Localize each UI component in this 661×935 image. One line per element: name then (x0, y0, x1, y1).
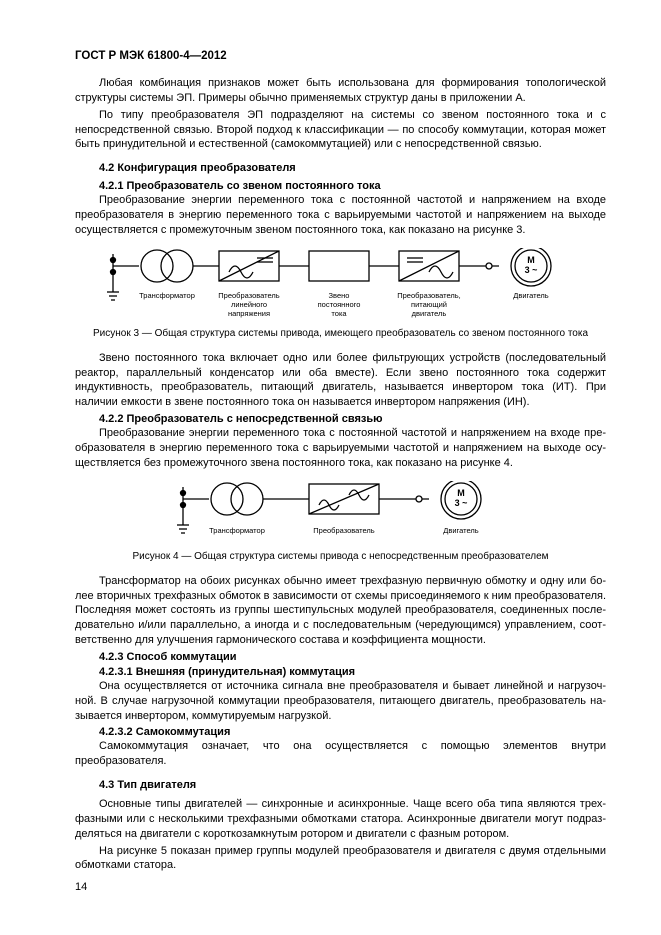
paragraph: На рисунке 5 показан пример группы модул… (75, 844, 606, 874)
figure-3-caption: Рисунок 3 — Общая структура системы прив… (75, 328, 606, 339)
paragraph: По типу преобразователя ЭП подразделяют … (75, 108, 606, 153)
paragraph: Трансформатор на обоих рисунках обычно и… (75, 574, 606, 648)
figure-3-diagram: М 3 ~ Трансформатор Преобразователь лине… (75, 248, 606, 320)
paragraph: Она осуществляется от источника сигнала … (75, 679, 606, 724)
page-number: 14 (75, 881, 606, 893)
figure-4-caption: Рисунок 4 — Общая структура системы прив… (75, 551, 606, 562)
paragraph: Звено постоянного тока включает одно или… (75, 351, 606, 410)
svg-text:тока: тока (331, 309, 347, 318)
figure-4-diagram: М 3 ~ Трансформатор Преобразователь Двиг… (75, 481, 606, 543)
svg-text:Трансформатор: Трансформатор (209, 526, 265, 535)
heading-4-2-2: 4.2.2 Преобразователь с непосредственной… (75, 413, 606, 425)
heading-4-2: 4.2 Конфигурация преобразователя (75, 162, 606, 174)
paragraph: Преобразование энергии переменного тока … (75, 426, 606, 471)
svg-text:3 ~: 3 ~ (524, 265, 537, 275)
heading-4-2-1: 4.2.1 Преобразователь со звеном постоянн… (75, 180, 606, 192)
svg-text:Двигатель: Двигатель (443, 526, 478, 535)
svg-text:постоянного: постоянного (317, 300, 360, 309)
svg-text:М: М (457, 488, 465, 498)
heading-4-2-3: 4.2.3 Способ коммутации (75, 651, 606, 663)
heading-4-3: 4.3 Тип двигателя (75, 779, 606, 791)
svg-text:питающий: питающий (411, 300, 447, 309)
svg-text:Преобразователь,: Преобразователь, (397, 291, 461, 300)
heading-4-2-3-2: 4.2.3.2 Самокоммутация (75, 726, 606, 738)
paragraph: Самокоммутация означает, что она осущест… (75, 739, 606, 769)
page: ГОСТ Р МЭК 61800-4—2012 Любая комбинация… (0, 0, 661, 913)
svg-text:напряжения: напряжения (227, 309, 269, 318)
paragraph: Основные типы двигателей — синхронные и … (75, 797, 606, 842)
document-standard-header: ГОСТ Р МЭК 61800-4—2012 (75, 50, 606, 62)
svg-text:3 ~: 3 ~ (454, 498, 467, 508)
svg-text:двигатель: двигатель (411, 309, 446, 318)
svg-text:М: М (527, 255, 535, 265)
svg-text:Звено: Звено (328, 291, 349, 300)
svg-text:Трансформатор: Трансформатор (139, 291, 195, 300)
svg-text:Преобразователь: Преобразователь (313, 526, 375, 535)
paragraph: Любая комбинация признаков может быть ис… (75, 76, 606, 106)
svg-text:Двигатель: Двигатель (513, 291, 548, 300)
heading-4-2-3-1: 4.2.3.1 Внешняя (принудительная) коммута… (75, 666, 606, 678)
paragraph: Преобразование энергии переменного тока … (75, 193, 606, 238)
svg-text:Преобразователь: Преобразователь (218, 291, 280, 300)
svg-text:линейного: линейного (230, 300, 266, 309)
